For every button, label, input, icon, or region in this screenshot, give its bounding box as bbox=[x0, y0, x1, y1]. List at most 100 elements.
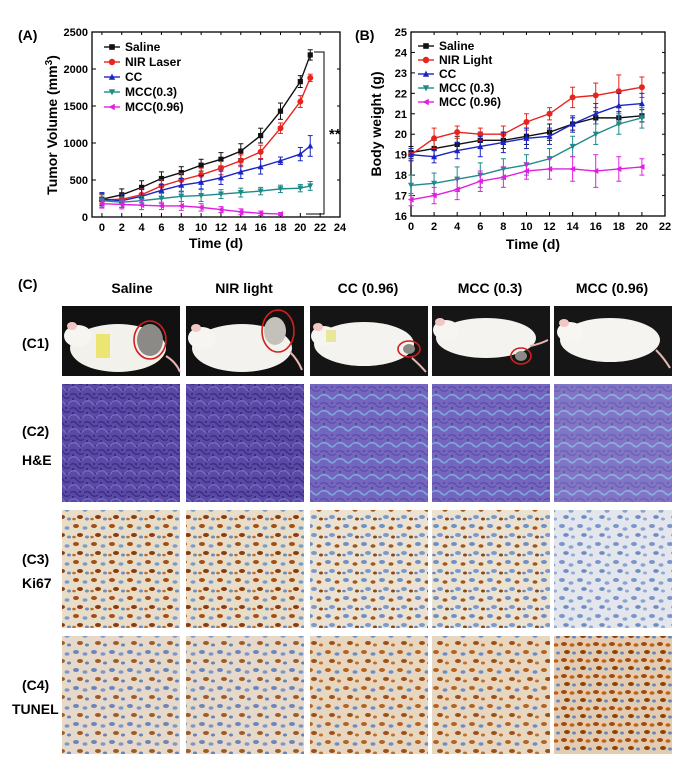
ki67-image-saline bbox=[62, 510, 180, 628]
series-a-mcc-0-96 bbox=[98, 198, 284, 218]
column-header-nir-light: NIR light bbox=[215, 280, 273, 296]
legend-marker-a-mcc-0-3 bbox=[108, 89, 116, 96]
data-point-b-nir-light-7 bbox=[569, 94, 576, 101]
significance-bracket bbox=[306, 51, 325, 215]
y-axis-label-a-end: ) bbox=[44, 55, 60, 60]
data-point-b-mcc-0-96-9 bbox=[615, 165, 622, 172]
plot-frame-a bbox=[91, 31, 341, 218]
data-point-b-mcc-0-96-7 bbox=[569, 165, 576, 172]
row-label-c2: (C2) bbox=[22, 423, 49, 439]
y-tick-label-b-21: 21 bbox=[395, 109, 407, 121]
x-tick-label-a-6: 6 bbox=[158, 222, 164, 234]
y-axis-label-b: Body weight (g) bbox=[368, 72, 384, 177]
tunel-image-nir-light bbox=[186, 636, 304, 754]
series-line-a-saline bbox=[101, 54, 311, 200]
panel-label-c: (C) bbox=[18, 276, 37, 292]
data-point-b-nir-light-2 bbox=[454, 129, 461, 136]
data-point-a-mcc-0-3-11 bbox=[307, 183, 314, 190]
panel-label-b: (B) bbox=[355, 27, 374, 43]
data-point-b-mcc-0-3-8 bbox=[592, 131, 599, 138]
data-point-a-nir-laser-9 bbox=[277, 125, 284, 132]
legend-label-b-nir-light: NIR Light bbox=[439, 53, 492, 67]
legend-marker-a-cc bbox=[108, 73, 116, 80]
x-tick-label-a-16: 16 bbox=[255, 222, 267, 234]
x-tick-label-b-12: 12 bbox=[543, 221, 555, 233]
legend-marker-a-saline bbox=[109, 44, 115, 50]
x-tick-label-a-2: 2 bbox=[119, 222, 125, 234]
x-tick-label-b-8: 8 bbox=[500, 221, 506, 233]
x-tick-label-a-14: 14 bbox=[235, 222, 248, 234]
tunel-image-mcc-096 bbox=[554, 636, 672, 754]
data-point-a-nir-laser-8 bbox=[257, 148, 264, 155]
x-tick-label-b-18: 18 bbox=[613, 221, 625, 233]
column-header-mcc-03: MCC (0.3) bbox=[458, 280, 523, 296]
data-point-a-cc-3 bbox=[158, 187, 165, 193]
legend-label-a-saline: Saline bbox=[125, 40, 161, 54]
legend-label-a-nir-laser: NIR Laser bbox=[125, 55, 181, 69]
legend-marker-b-nir-light bbox=[422, 56, 430, 64]
y-tick-label-b-19: 19 bbox=[395, 150, 407, 162]
data-point-a-nir-laser-7 bbox=[237, 157, 244, 164]
data-point-a-mcc-0-3-3 bbox=[158, 195, 165, 202]
data-point-a-mcc-0-3-6 bbox=[217, 191, 224, 198]
data-point-a-saline-4 bbox=[178, 170, 184, 176]
legend-label-a-cc: CC bbox=[125, 70, 143, 84]
data-point-a-nir-laser-5 bbox=[198, 171, 205, 178]
data-point-a-mcc-0-96-2 bbox=[138, 202, 145, 209]
data-point-b-mcc-0-96-2 bbox=[453, 186, 460, 193]
legend-label-a-mcc-0-3: MCC(0.3) bbox=[125, 85, 177, 99]
data-point-a-saline-9 bbox=[277, 108, 284, 114]
data-point-b-nir-light-3 bbox=[477, 131, 484, 138]
mouse-photo-nir-light bbox=[186, 306, 304, 376]
data-point-b-nir-light-6 bbox=[546, 110, 553, 117]
x-tick-label-a-12: 12 bbox=[215, 222, 227, 234]
data-point-a-cc-4 bbox=[178, 181, 185, 188]
data-point-a-mcc-0-96-3 bbox=[158, 202, 165, 209]
tunel-image-mcc-03 bbox=[432, 636, 550, 754]
data-point-a-cc-11 bbox=[307, 142, 314, 149]
significance-marker: ** bbox=[329, 126, 341, 143]
series-b-cc bbox=[408, 92, 645, 164]
x-tick-label-a-22: 22 bbox=[314, 222, 326, 234]
x-tick-label-b-20: 20 bbox=[636, 221, 648, 233]
legend-label-b-mcc-0-96: MCC (0.96) bbox=[439, 95, 501, 109]
x-tick-label-b-10: 10 bbox=[520, 221, 532, 233]
series-b-nir-light bbox=[408, 74, 645, 162]
x-tick-label-b-4: 4 bbox=[454, 221, 461, 233]
data-point-b-cc-0 bbox=[408, 151, 414, 158]
data-point-b-cc-8 bbox=[592, 110, 599, 117]
y-tick-label-b-25: 25 bbox=[395, 27, 407, 39]
x-tick-label-a-4: 4 bbox=[139, 222, 146, 234]
data-point-b-mcc-0-96-10 bbox=[638, 163, 645, 170]
data-point-a-mcc-0-96-7 bbox=[237, 208, 244, 215]
legend-marker-b-mcc-0-96 bbox=[422, 98, 429, 106]
x-tick-label-b-16: 16 bbox=[590, 221, 602, 233]
y-tick-label-a-2000: 2000 bbox=[64, 64, 88, 76]
y-tick-label-a-1000: 1000 bbox=[64, 138, 88, 150]
data-point-b-cc-4 bbox=[500, 139, 507, 145]
mouse-photo-saline bbox=[62, 306, 181, 376]
data-point-b-mcc-0-3-1 bbox=[431, 180, 438, 187]
he-image-mcc-03 bbox=[432, 384, 550, 502]
data-point-b-mcc-0-3-7 bbox=[569, 143, 576, 150]
data-point-b-mcc-0-3-0 bbox=[408, 182, 414, 189]
he-image-nir-light bbox=[186, 384, 304, 502]
series-line-a-nir-laser bbox=[101, 77, 311, 201]
he-image-cc-096 bbox=[310, 384, 428, 502]
data-point-a-mcc-0-96-4 bbox=[178, 202, 184, 209]
mouse-photo-mcc-03 bbox=[432, 306, 550, 376]
body-weight-chart: 0 2 4 6 8 10 12 14 16 18 20 2216171819202122232425 … bbox=[368, 27, 671, 252]
series-a-mcc-0-3 bbox=[98, 180, 314, 208]
data-point-a-cc-9 bbox=[277, 157, 284, 164]
y-tick-label-b-22: 22 bbox=[395, 88, 407, 100]
tunel-image-saline bbox=[62, 636, 180, 754]
y-tick-label-b-18: 18 bbox=[395, 170, 407, 182]
x-tick-label-a-10: 10 bbox=[195, 222, 207, 234]
data-point-a-mcc-0-96-6 bbox=[217, 206, 224, 213]
data-point-b-cc-5 bbox=[523, 135, 530, 141]
data-point-a-saline-3 bbox=[158, 175, 165, 182]
data-point-b-mcc-0-96-5 bbox=[523, 168, 530, 175]
data-point-a-cc-8 bbox=[257, 163, 264, 170]
legend-marker-a-nir-laser bbox=[108, 58, 116, 66]
